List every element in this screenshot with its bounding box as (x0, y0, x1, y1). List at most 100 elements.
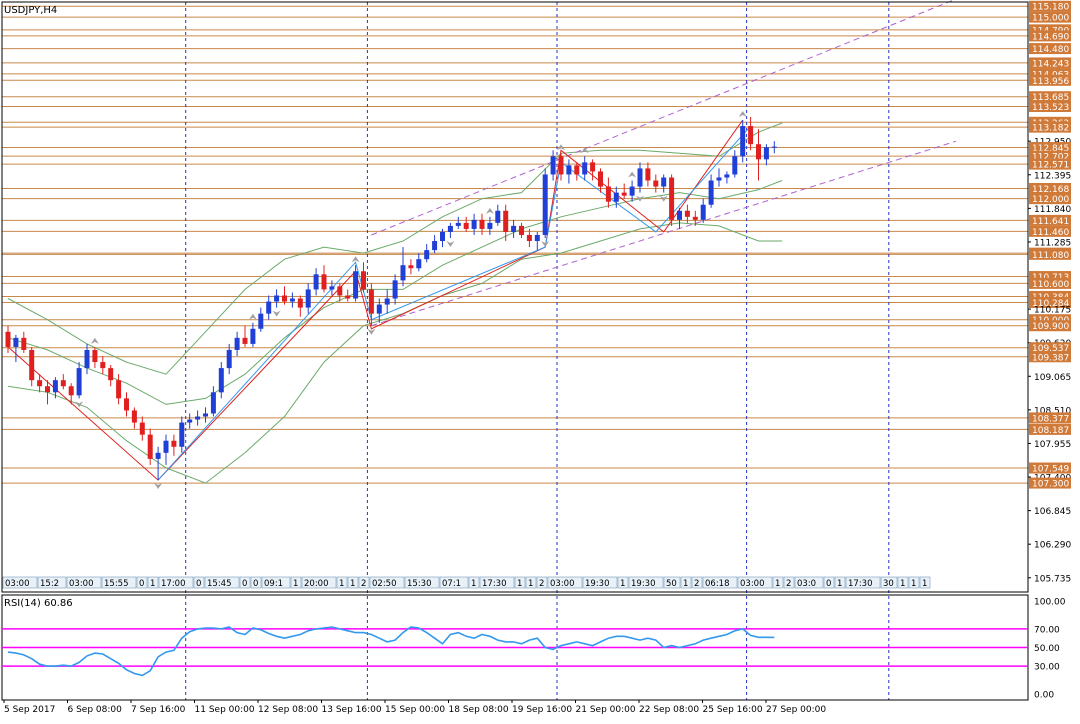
candle-body (455, 222, 461, 226)
price-label: 112.845 (1032, 144, 1069, 154)
price-tick-label: 109.065 (1034, 373, 1071, 383)
candle-body (124, 398, 129, 411)
session-marker-box (369, 576, 405, 589)
rsi-tick-label: 100.00 (1034, 598, 1066, 608)
candle-body (598, 171, 603, 187)
candle-body (432, 241, 438, 251)
session-marker-box (261, 576, 291, 589)
session-marker-text: 1 (620, 579, 625, 589)
session-marker-box (66, 576, 102, 589)
session-marker-text: 1 (150, 579, 155, 589)
session-marker-text: 1 (911, 579, 916, 589)
candle-body (108, 368, 114, 381)
fractal-down (272, 310, 281, 317)
session-marker-text: 2 (786, 579, 791, 589)
session-marker-box (158, 576, 194, 589)
candle-body (313, 274, 319, 290)
price-label: 113.523 (1032, 103, 1069, 113)
rsi-tick-label: 30.00 (1034, 663, 1060, 673)
candle-body (503, 210, 509, 232)
time-label: 13 Sep 16:00 (322, 705, 382, 715)
session-marker-text: 30 (883, 579, 894, 589)
session-marker-box (908, 576, 920, 589)
price-tick-label: 105.735 (1034, 574, 1071, 584)
candle-body (487, 222, 493, 229)
session-marker-text: 1 (339, 579, 344, 589)
session-marker-text: 17:30 (848, 579, 873, 589)
fractal-up (580, 147, 589, 154)
price-label: 114.690 (1032, 32, 1069, 42)
candle-body (724, 174, 730, 178)
candle-body (495, 210, 501, 223)
candle-body (195, 416, 201, 420)
session-marker-text: 03:00 (5, 579, 30, 589)
price-label: 107.300 (1032, 480, 1069, 490)
candle-body (353, 271, 359, 299)
price-label-bg (1029, 43, 1071, 55)
session-marker-text: 0 (826, 579, 831, 589)
upper-band (7, 122, 783, 375)
session-marker-box (794, 576, 824, 589)
candle-body (234, 337, 240, 350)
price-label: 111.460 (1032, 228, 1069, 238)
candle-body (226, 349, 232, 369)
price-tick-label: 111.285 (1034, 238, 1071, 248)
session-marker-text: 03:00 (69, 579, 94, 589)
price-label-bg (1029, 30, 1071, 42)
candle-body (519, 225, 524, 235)
rsi-tick-label: 50.00 (1034, 644, 1060, 654)
fractal-up (557, 144, 565, 151)
candles (5, 116, 777, 481)
session-marker-box (404, 576, 440, 589)
session-marker-box (250, 576, 262, 589)
candle-body (645, 168, 651, 181)
fractal-down (367, 328, 376, 335)
price-label-bg (1029, 423, 1071, 435)
price-label: 113.956 (1032, 77, 1069, 87)
fractal-down (659, 195, 668, 202)
candle-body (416, 259, 422, 269)
candle-body (582, 162, 588, 175)
session-marker-text: 09:1 (264, 579, 283, 589)
candle-body (329, 286, 335, 290)
session-marker-text: 17:00 (161, 579, 186, 589)
candle-body (274, 295, 280, 302)
price-label: 115.000 (1032, 14, 1069, 24)
time-axis: 5 Sep 2017 6 Sep 08:00 7 Sep 16:00 11 Sep 0… (3, 700, 826, 715)
fractal-up (738, 111, 747, 117)
candle-body (479, 219, 485, 229)
session-marker-text: 2 (539, 579, 544, 589)
candle-body (400, 265, 406, 281)
session-marker-box (783, 576, 795, 589)
candle-body (534, 234, 540, 242)
zigzag-red (7, 119, 744, 481)
candle-body (76, 368, 82, 396)
session-marker-text: 15:30 (407, 579, 432, 589)
session-marker-text: 17:30 (482, 579, 507, 589)
price-tick-label: 112.395 (1034, 171, 1071, 181)
candle-body (21, 337, 27, 350)
price-label: 114.243 (1032, 59, 1069, 69)
session-marker-text: 0 (139, 579, 144, 589)
candle-body (337, 286, 343, 296)
price-label-bg (1029, 183, 1071, 195)
candle-body (250, 328, 256, 344)
trend-channel (371, 0, 957, 327)
candle-body (463, 222, 469, 229)
price-label: 114.480 (1032, 45, 1069, 55)
price-label-bg (1029, 74, 1071, 86)
candle-body (297, 298, 303, 308)
price-label-bg (1029, 68, 1071, 80)
fractal-up (485, 207, 494, 214)
price-label: 107.549 (1032, 465, 1069, 475)
candle-body (605, 186, 611, 202)
price-label-bg (1029, 101, 1071, 113)
price-label: 112.702 (1032, 153, 1069, 163)
session-marker-text: 50 (666, 579, 677, 589)
price-tick-label: 106.845 (1034, 507, 1071, 517)
candle-body (321, 274, 327, 290)
candle-body (447, 225, 453, 232)
